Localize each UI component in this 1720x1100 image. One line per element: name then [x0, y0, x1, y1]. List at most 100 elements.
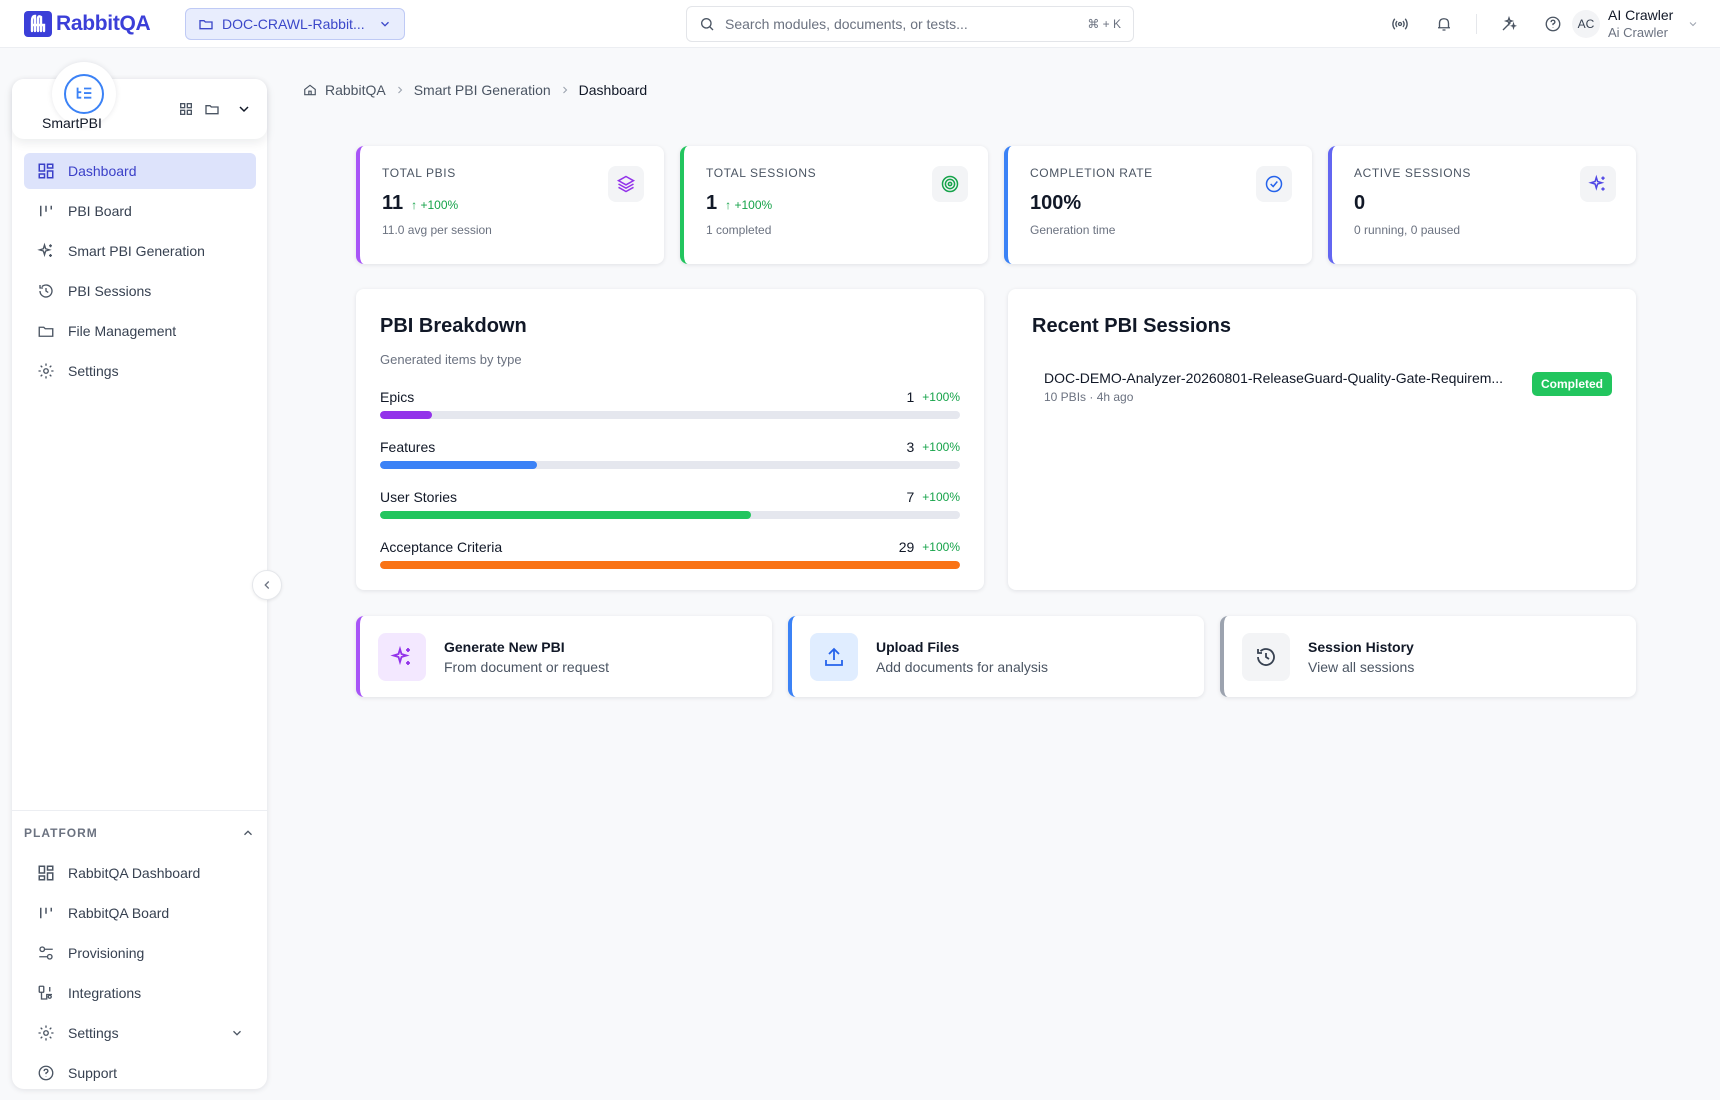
breakdown-count: 3	[906, 439, 915, 455]
sidebar-item-pbi-sessions[interactable]: PBI Sessions	[24, 273, 256, 309]
sidebar-item-smart-pbi-generation[interactable]: Smart PBI Generation	[24, 233, 256, 269]
sidebar-item-label: Integrations	[68, 985, 142, 1001]
action-subtitle: Add documents for analysis	[876, 658, 1048, 675]
platform-section-toggle[interactable]: PLATFORM	[12, 811, 267, 855]
sidebar: SmartPBI Dashboard PBI Board Smart PBI G…	[12, 62, 267, 1091]
breakdown-count: 1	[906, 389, 915, 405]
bell-icon[interactable]	[1432, 12, 1456, 36]
generate-new-pbi-card[interactable]: Generate New PBI From document or reques…	[356, 616, 772, 697]
stat-label: COMPLETION RATE	[1030, 166, 1153, 180]
breakdown-label: User Stories	[380, 489, 458, 505]
sidebar-collapse-button[interactable]	[252, 570, 282, 600]
session-item[interactable]: DOC-DEMO-Analyzer-20260801-ReleaseGuard-…	[1044, 370, 1612, 404]
help-icon	[36, 1063, 56, 1083]
breakdown-label: Epics	[380, 389, 415, 405]
folder-icon	[198, 16, 214, 32]
breakdown-change: +100%	[922, 440, 960, 454]
action-title: Upload Files	[876, 638, 960, 655]
sidebar-item-label: PBI Sessions	[68, 283, 152, 299]
theme-icon[interactable]	[1497, 12, 1521, 36]
action-title: Generate New PBI	[444, 638, 565, 655]
broadcast-icon[interactable]	[1388, 12, 1412, 36]
avatar: AC	[1572, 10, 1600, 38]
sidebar-item-label: Smart PBI Generation	[68, 243, 205, 259]
breakdown-count: 7	[906, 489, 915, 505]
integrations-icon	[36, 983, 56, 1003]
sidebar-item-label: Dashboard	[68, 163, 137, 179]
app-switcher[interactable]	[52, 62, 116, 126]
breakdown-change: +100%	[922, 490, 960, 504]
project-selector[interactable]: DOC-CRAWL-Rabbit...	[185, 8, 405, 40]
board-icon	[36, 201, 56, 221]
action-subtitle: From document or request	[444, 658, 609, 675]
sidebar-item-platform-settings[interactable]: Settings	[24, 1015, 256, 1051]
breadcrumb: RabbitQA Smart PBI Generation Dashboard	[303, 82, 647, 98]
chevron-right-icon	[394, 84, 406, 96]
sparkles-icon	[36, 241, 56, 261]
stat-label: TOTAL PBIS	[382, 166, 456, 180]
sidebar-item-rabbitqa-dashboard[interactable]: RabbitQA Dashboard	[24, 855, 256, 891]
stat-subtext: 0 running, 0 paused	[1354, 223, 1461, 237]
sidebar-item-dashboard[interactable]: Dashboard	[24, 153, 256, 189]
sidebar-item-label: File Management	[68, 323, 177, 339]
stat-card-total-sessions: TOTAL SESSIONS 1 ↑ +100% 1 completed	[680, 146, 988, 264]
top-bar: RabbitQA DOC-CRAWL-Rabbit... ⌘ + K	[0, 0, 1720, 48]
stat-value: 100%	[1030, 192, 1082, 214]
sparkles-icon	[378, 632, 426, 681]
sidebar-item-label: Support	[68, 1065, 118, 1081]
dashboard-icon	[36, 161, 56, 181]
stat-card-total-pbis: TOTAL PBIS 11 ↑ +100% 11.0 avg per sessi…	[356, 146, 664, 264]
sidebar-item-provisioning[interactable]: Provisioning	[24, 935, 256, 971]
brand-logo[interactable]: RabbitQA	[24, 11, 151, 37]
target-icon	[932, 166, 968, 202]
global-search[interactable]: ⌘ + K	[686, 6, 1134, 42]
chevron-down-icon	[230, 1026, 244, 1040]
chevron-down-icon[interactable]	[236, 101, 252, 117]
sidebar-item-file-management[interactable]: File Management	[24, 313, 256, 349]
breakdown-label: Features	[380, 439, 436, 455]
home-icon[interactable]	[303, 83, 317, 97]
rabbit-logo-icon	[24, 11, 52, 37]
session-history-card[interactable]: Session History View all sessions	[1220, 616, 1636, 697]
breakdown-row: User Stories 7 +100%	[380, 489, 960, 519]
session-meta: 10 PBIs · 4h ago	[1044, 390, 1134, 404]
breadcrumb-home[interactable]: RabbitQA	[325, 82, 386, 98]
panel-title: PBI Breakdown	[380, 315, 527, 337]
check-circle-icon	[1256, 166, 1292, 202]
chevron-down-icon	[378, 17, 392, 31]
project-selector-label: DOC-CRAWL-Rabbit...	[222, 16, 365, 32]
breakdown-row: Acceptance Criteria 29 +100%	[380, 539, 960, 569]
upload-files-card[interactable]: Upload Files Add documents for analysis	[788, 616, 1204, 697]
stat-label: TOTAL SESSIONS	[706, 166, 817, 180]
sidebar-item-integrations[interactable]: Integrations	[24, 975, 256, 1011]
action-subtitle: View all sessions	[1308, 658, 1415, 675]
help-icon[interactable]	[1541, 12, 1565, 36]
brand-name: RabbitQA	[56, 12, 151, 35]
breadcrumb-section[interactable]: Smart PBI Generation	[413, 82, 551, 98]
grid-icon[interactable]	[178, 101, 194, 117]
dashboard-icon	[36, 863, 56, 883]
sidebar-app-header: SmartPBI	[12, 62, 267, 139]
sidebar-item-rabbitqa-board[interactable]: RabbitQA Board	[24, 895, 256, 931]
recent-sessions-panel: Recent PBI Sessions DOC-DEMO-Analyzer-20…	[1008, 289, 1636, 590]
stat-value: 0	[1354, 192, 1366, 214]
panel-title: Recent PBI Sessions	[1032, 315, 1231, 337]
sidebar-item-settings[interactable]: Settings	[24, 353, 256, 389]
folder-icon[interactable]	[204, 101, 220, 117]
stat-label: ACTIVE SESSIONS	[1354, 166, 1472, 180]
sidebar-item-label: Settings	[68, 1025, 119, 1041]
sliders-icon	[36, 943, 56, 963]
search-icon	[699, 16, 715, 32]
user-menu[interactable]: AC AI Crawler Ai Crawler	[1572, 6, 1699, 42]
progress-track	[380, 461, 960, 469]
upload-icon	[810, 632, 858, 681]
gear-icon	[36, 1023, 56, 1043]
sidebar-item-pbi-board[interactable]: PBI Board	[24, 193, 256, 229]
stat-subtext: 11.0 avg per session	[382, 223, 492, 237]
progress-fill	[380, 411, 433, 419]
search-input[interactable]	[725, 16, 1078, 32]
session-name[interactable]: DOC-DEMO-Analyzer-20260801-ReleaseGuard-…	[1044, 370, 1504, 386]
sidebar-item-label: RabbitQA Board	[68, 905, 170, 921]
board-icon	[36, 903, 56, 923]
sidebar-item-support[interactable]: Support	[24, 1055, 256, 1091]
